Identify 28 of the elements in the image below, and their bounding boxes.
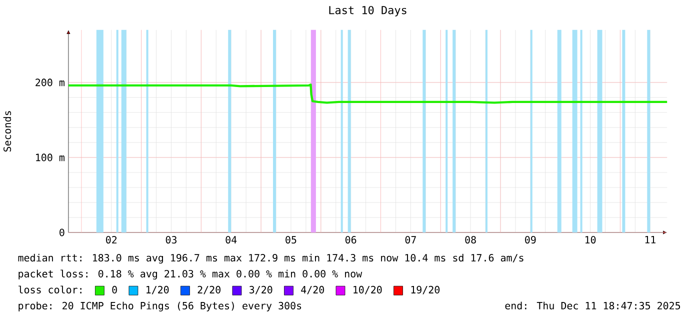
x-tick-label: 06 (345, 236, 356, 244)
x-tick-label: 04 (226, 236, 237, 244)
text: packet loss: 0.18 % avg 21.03 % max 0.00 % min 0.00 % now (18, 270, 362, 280)
line-series (67, 83, 668, 104)
chart-title: Last 10 Days (329, 6, 406, 16)
y-axis-title: Seconds (3, 111, 12, 152)
x-tick-label: 05 (286, 236, 296, 244)
y-tick-label: 0 (60, 228, 64, 236)
legend-label: 4/20 (301, 286, 324, 294)
x-tick-label: 07 (405, 236, 416, 244)
x-tick-label: 02 (106, 236, 117, 244)
x-tick-label: 10 (585, 236, 596, 244)
legend-label: 0 (112, 286, 117, 294)
legend-label: 3/20 (250, 286, 272, 294)
x-tick-label: 11 (645, 236, 656, 244)
x-tick-label: 08 (465, 236, 476, 244)
y-tick-label: 100 m (36, 154, 64, 162)
x-tick-label: 09 (525, 236, 536, 244)
x-tick-label: 03 (166, 236, 176, 244)
text: median rtt: 183.0 ms avg 196.7 ms max 172.9 ms min 174.3 ms now 10.4 ms sd 17.6 am/s (18, 254, 524, 264)
legend-title: loss color: (18, 286, 82, 294)
legend-label: 10/20 (354, 286, 382, 294)
legend-label: 1/20 (146, 286, 169, 294)
legend-label: 2/20 (198, 286, 220, 294)
legend-label: 19/20 (411, 286, 440, 294)
text: probe: 20 ICMP Echo Pings (56 Bytes) every 300s (18, 302, 302, 312)
text: end: Thu Dec 11 18:47:35 2025 (505, 302, 680, 310)
y-tick-label: 200 m (36, 78, 64, 86)
